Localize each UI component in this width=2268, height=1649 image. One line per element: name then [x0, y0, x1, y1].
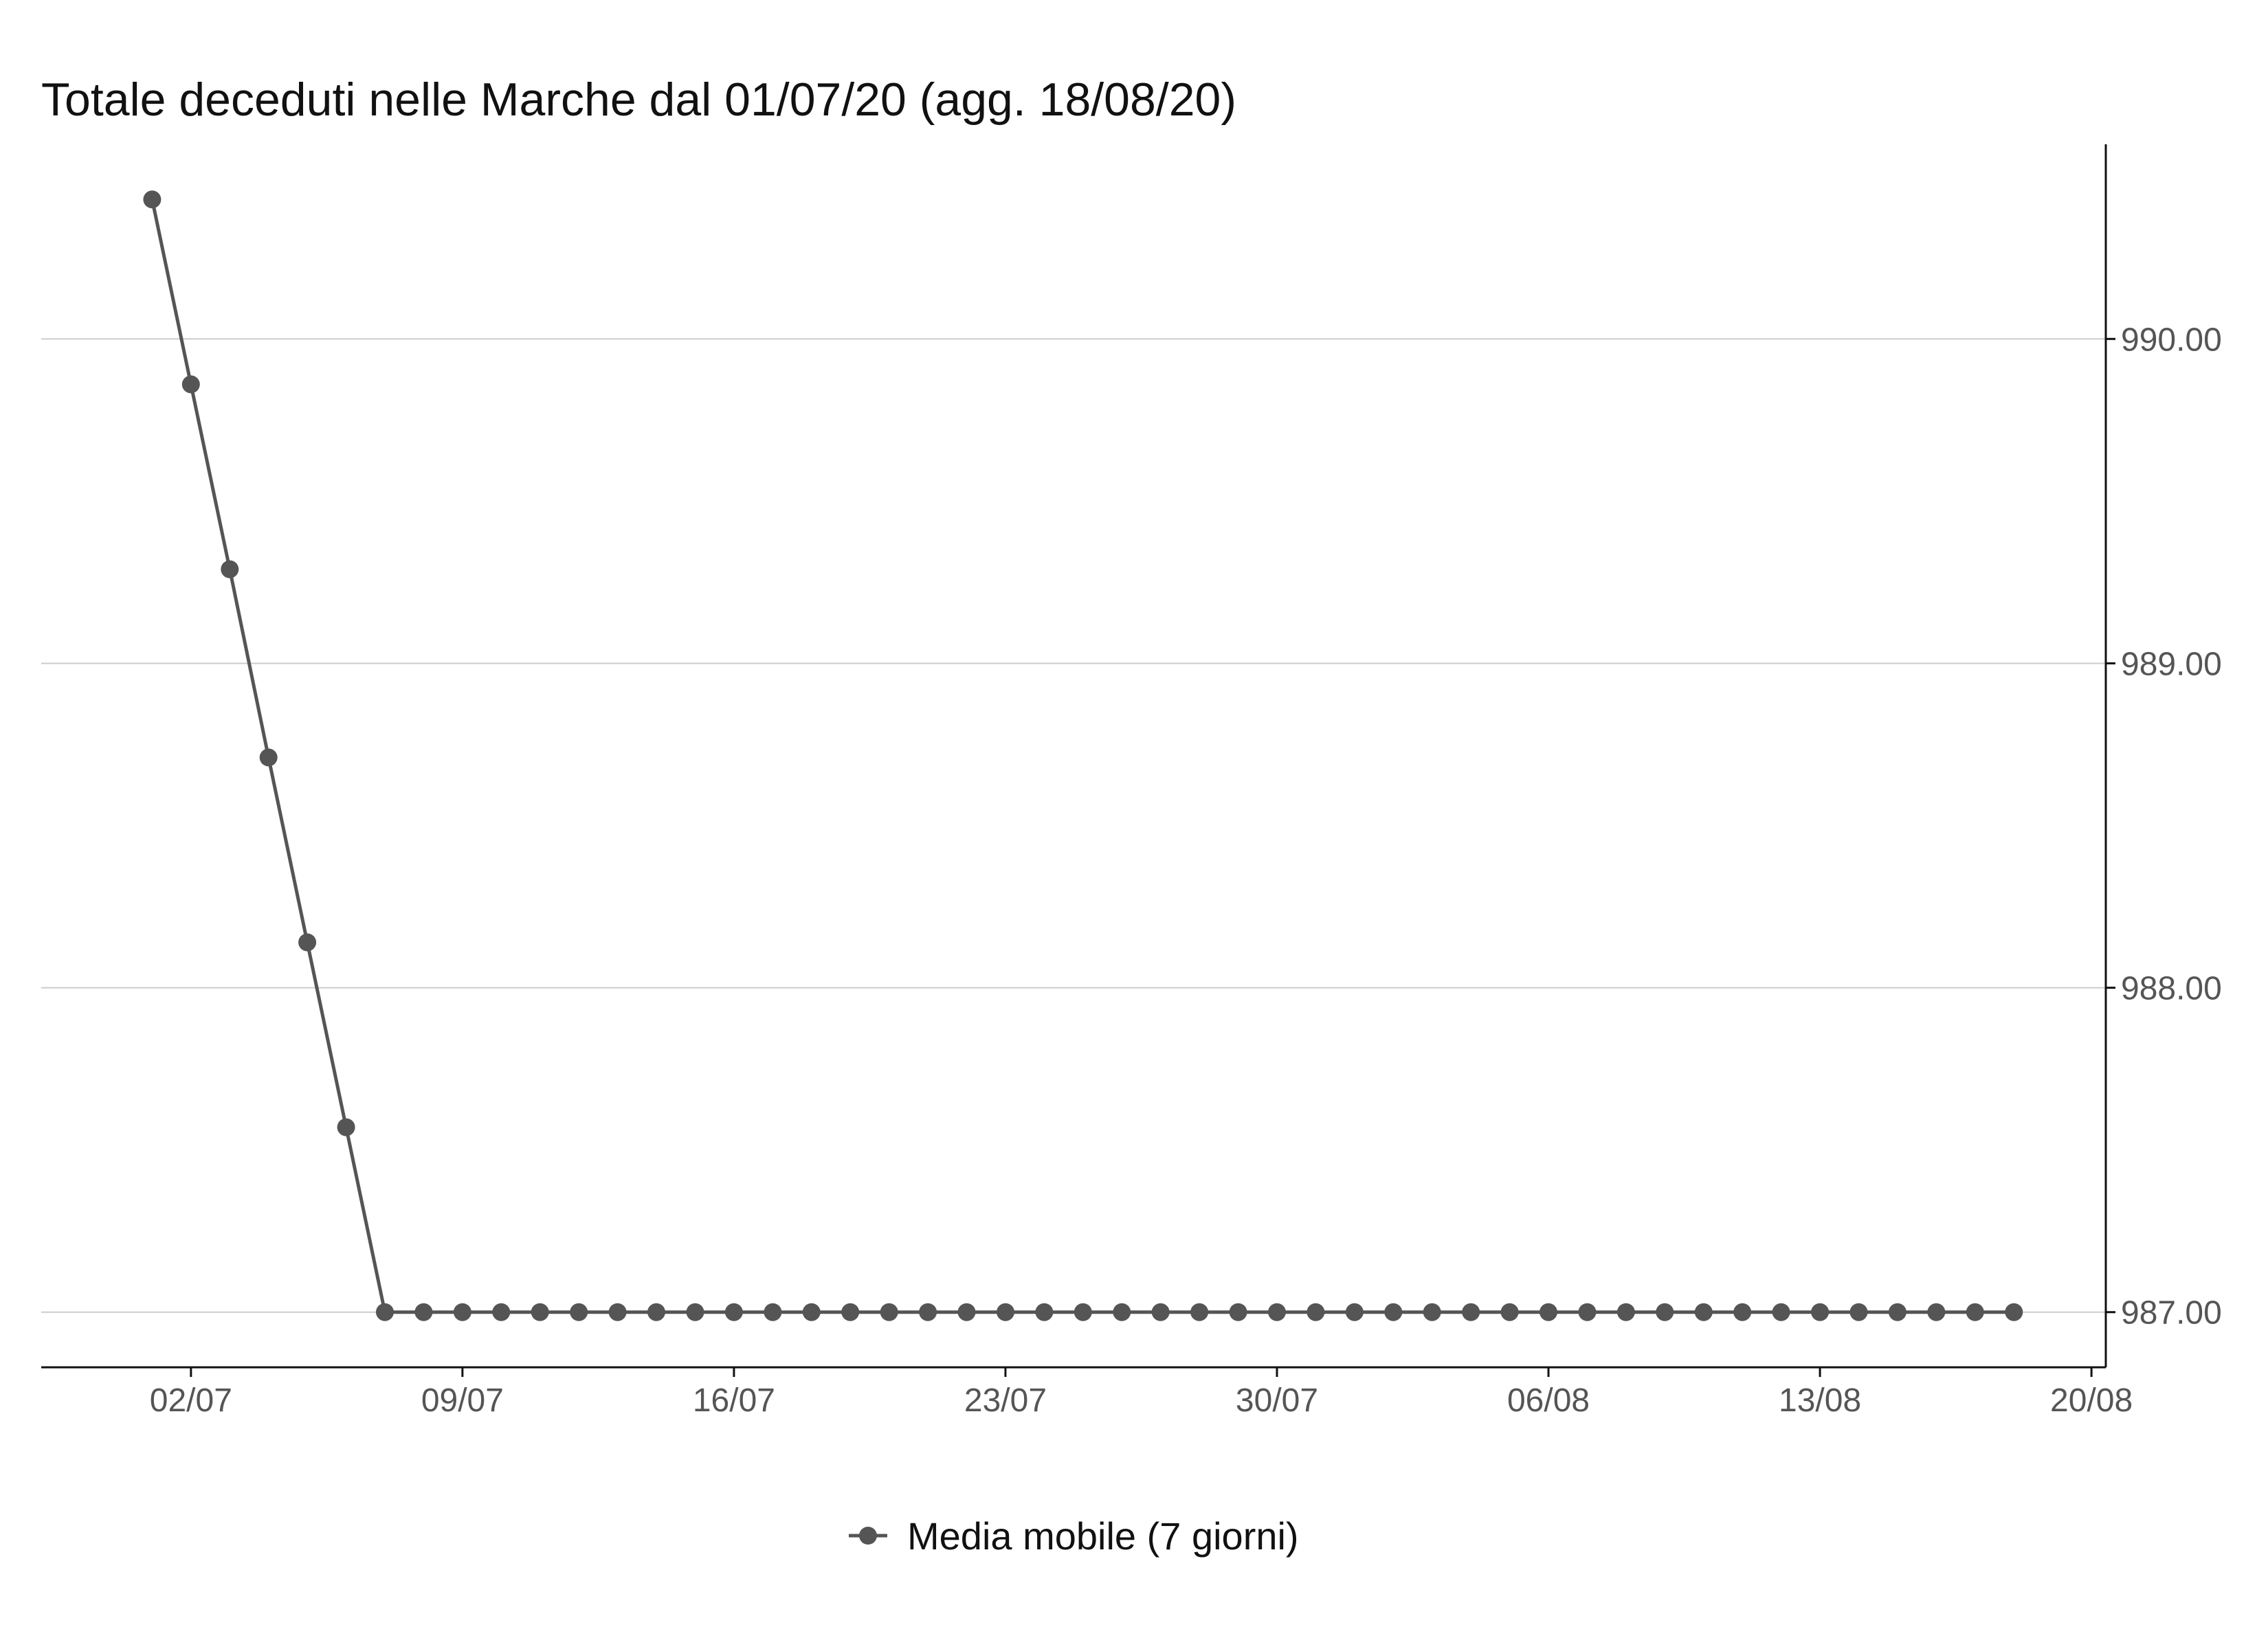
data-point-13 [647, 1303, 665, 1321]
data-point-19 [880, 1303, 898, 1321]
data-point-6 [376, 1303, 394, 1321]
data-point-21 [957, 1303, 976, 1321]
legend: Media mobile (7 giorni) [849, 1514, 1299, 1558]
data-point-25 [1113, 1303, 1131, 1321]
data-point-34 [1462, 1303, 1480, 1321]
data-point-39 [1656, 1303, 1674, 1321]
series [143, 190, 2023, 1321]
legend-swatch-marker [859, 1527, 877, 1545]
data-point-9 [492, 1303, 511, 1321]
data-point-42 [1772, 1303, 1790, 1321]
y-tick-label-2: 989.00 [2121, 646, 2222, 682]
x-tick-label-7: 20/08 [2050, 1382, 2133, 1419]
data-point-27 [1190, 1303, 1209, 1321]
data-point-4 [298, 933, 317, 952]
data-point-28 [1229, 1303, 1247, 1321]
x-axis-ticks: 02/07 09/07 16/07 23/07 30/07 06/08 13/08 20/08 [150, 1367, 2133, 1419]
data-point-38 [1616, 1303, 1635, 1321]
y-tick-label-0: 987.00 [2121, 1295, 2222, 1332]
data-point-41 [1733, 1303, 1752, 1321]
y-axis-ticks: 987.00 988.00 989.00 990.00 [2106, 322, 2222, 1332]
x-tick-label-0: 02/07 [150, 1382, 232, 1419]
data-point-30 [1307, 1303, 1325, 1321]
data-point-14 [686, 1303, 704, 1321]
data-point-29 [1268, 1303, 1286, 1321]
data-point-12 [608, 1303, 627, 1321]
x-tick-label-2: 16/07 [693, 1382, 775, 1419]
data-point-44 [1849, 1303, 1868, 1321]
data-point-1 [181, 375, 200, 394]
x-tick-label-4: 30/07 [1236, 1382, 1318, 1419]
data-point-22 [997, 1303, 1014, 1321]
data-point-0 [143, 190, 162, 209]
legend-label: Media mobile (7 giorni) [907, 1514, 1299, 1558]
data-point-43 [1811, 1303, 1830, 1321]
data-point-17 [802, 1303, 821, 1321]
data-point-8 [453, 1303, 471, 1321]
data-point-10 [531, 1303, 549, 1321]
axes [41, 144, 2107, 1369]
y-tick-label-3: 990.00 [2121, 322, 2222, 358]
data-point-48 [2005, 1303, 2023, 1321]
data-point-37 [1578, 1303, 1597, 1321]
data-point-31 [1345, 1303, 1364, 1321]
data-point-5 [337, 1118, 355, 1136]
series-line-0 [150, 199, 2014, 1314]
y-tick-label-1: 988.00 [2121, 971, 2222, 1007]
x-tick-label-3: 23/07 [964, 1382, 1047, 1419]
data-point-35 [1500, 1303, 1519, 1321]
data-point-33 [1423, 1303, 1441, 1321]
data-point-32 [1384, 1303, 1403, 1321]
data-point-26 [1151, 1303, 1170, 1321]
data-point-46 [1927, 1303, 1946, 1321]
chart-title: Totale deceduti nelle Marche dal 01/07/2… [41, 74, 1236, 126]
data-point-20 [919, 1303, 937, 1321]
data-point-24 [1074, 1303, 1092, 1321]
x-tick-label-1: 09/07 [421, 1382, 504, 1419]
data-point-15 [724, 1303, 743, 1321]
data-point-40 [1694, 1303, 1713, 1321]
data-point-47 [1966, 1303, 1984, 1321]
x-tick-label-5: 06/08 [1507, 1382, 1590, 1419]
data-point-11 [570, 1303, 588, 1321]
data-point-18 [841, 1303, 860, 1321]
data-point-36 [1539, 1303, 1557, 1321]
data-point-2 [221, 560, 239, 579]
data-point-7 [414, 1303, 433, 1321]
x-tick-label-6: 13/08 [1779, 1382, 1861, 1419]
data-point-45 [1888, 1303, 1906, 1321]
data-point-3 [259, 748, 278, 767]
data-point-16 [764, 1303, 782, 1321]
data-point-23 [1035, 1303, 1054, 1321]
gridlines [41, 338, 2106, 1313]
